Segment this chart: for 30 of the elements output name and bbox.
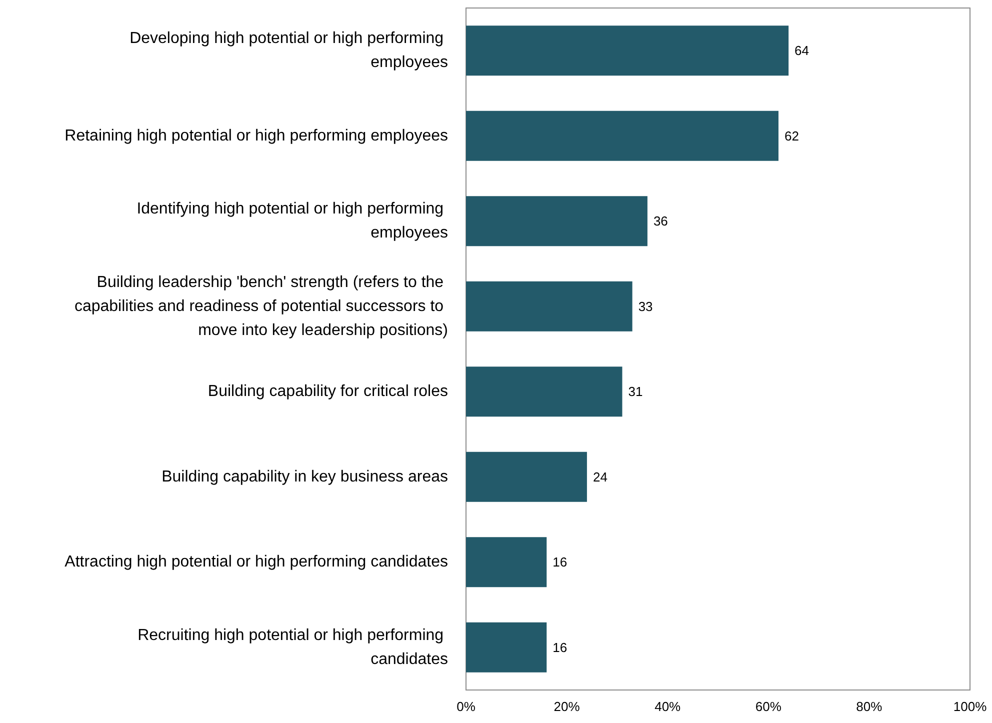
- bar: [466, 452, 587, 502]
- y-tick-label: Recruiting high potential or high performing candidates: [138, 626, 448, 668]
- y-tick-label: Building capability in key business areas: [162, 468, 448, 486]
- x-tick-label: 100%: [953, 699, 988, 714]
- bar: [466, 281, 632, 332]
- y-tick-label: Building leadership 'bench' strength (refers to the capabilities and readiness of potential successors to move into key leadership positions): [74, 274, 448, 339]
- x-tick-label: 60%: [755, 699, 782, 714]
- data-label: 31: [628, 384, 643, 400]
- x-tick-label: 80%: [856, 699, 883, 714]
- y-tick-label: Building capability for critical roles: [208, 383, 448, 400]
- bar: [466, 366, 622, 417]
- bar: [466, 26, 789, 76]
- data-label: 62: [784, 128, 799, 144]
- bar: [466, 622, 547, 672]
- y-tick-label: Retaining high potential or high performing employees: [64, 127, 448, 144]
- data-label: 16: [552, 640, 568, 655]
- bar: [466, 110, 778, 161]
- y-tick-label: Developing high potential or high performing employees: [130, 30, 448, 72]
- bar: [466, 537, 547, 588]
- data-label: 24: [592, 469, 608, 484]
- y-tick-label: Identifying high potential or high performing employees: [136, 200, 448, 242]
- data-label: 36: [653, 214, 668, 229]
- y-tick-label: Attracting high potential or high performing candidates: [64, 554, 448, 571]
- data-label: 33: [638, 298, 653, 314]
- bar: [466, 196, 648, 246]
- data-label: 64: [794, 43, 810, 58]
- data-label: 16: [552, 554, 568, 570]
- x-tick-label: 40%: [654, 699, 682, 714]
- x-tick-label: 20%: [554, 699, 580, 714]
- x-tick-label: 0%: [456, 699, 476, 714]
